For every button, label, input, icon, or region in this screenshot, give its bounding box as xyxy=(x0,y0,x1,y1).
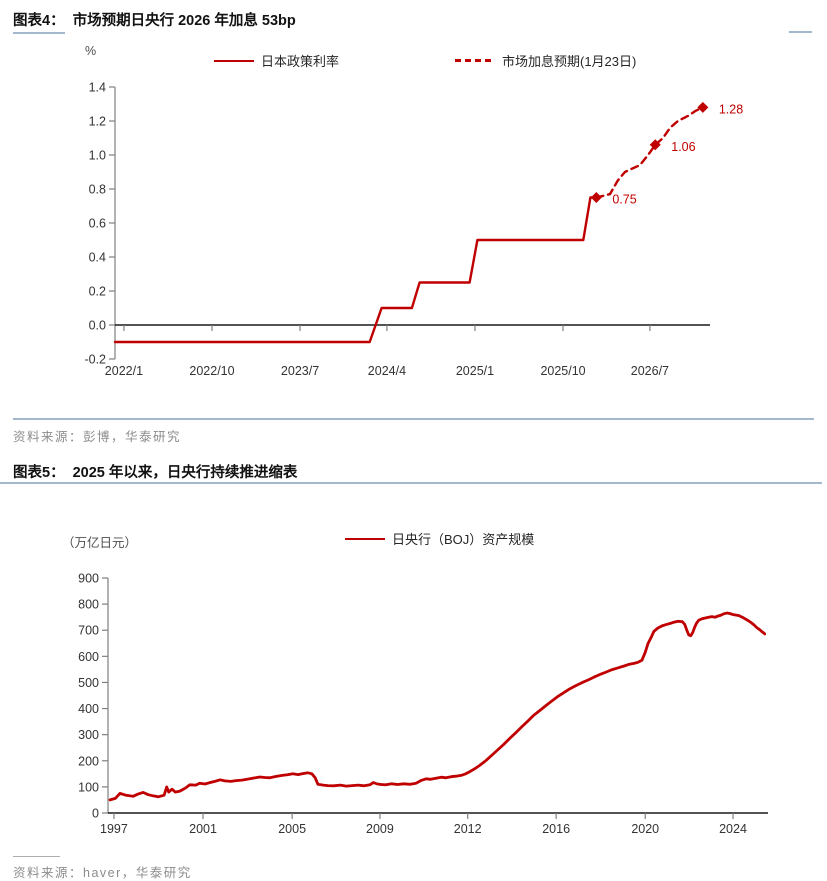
chart2-unit-label: （万亿日元） xyxy=(62,536,138,550)
svg-text:2022/1: 2022/1 xyxy=(105,364,143,378)
svg-text:0: 0 xyxy=(92,807,99,821)
chart2-x-tick-labels: 1997 2001 2005 2009 2012 2016 2020 2024 xyxy=(100,822,747,836)
svg-text:100: 100 xyxy=(78,780,99,794)
figure5-label: 图表5： xyxy=(13,465,65,481)
svg-text:2026/7: 2026/7 xyxy=(631,364,669,378)
figure4-header: 图表4： 市场预期日央行 2026 年加息 53bp xyxy=(13,9,296,34)
svg-text:2009: 2009 xyxy=(366,822,394,836)
source-rule xyxy=(13,856,60,857)
svg-text:1.4: 1.4 xyxy=(89,81,106,95)
svg-text:300: 300 xyxy=(78,728,99,742)
chart1-unit-label: % xyxy=(85,44,97,58)
chart2-axes xyxy=(102,577,768,819)
svg-text:1.0: 1.0 xyxy=(89,149,106,163)
chart2-y-tick-labels: 900 800 700 600 500 400 300 200 100 0 xyxy=(78,572,99,821)
svg-text:2005: 2005 xyxy=(278,822,306,836)
chart2-series-line-0 xyxy=(108,611,767,802)
chart1-axes xyxy=(109,86,710,360)
data-label: 0.75 xyxy=(612,193,636,207)
svg-text:-0.2: -0.2 xyxy=(84,353,106,367)
chart1-legend-label-policy-rate: 日本政策利率 xyxy=(261,54,340,69)
chart1-series-line-0 xyxy=(113,196,598,344)
dashed-line-legend-icon xyxy=(455,59,495,62)
svg-text:200: 200 xyxy=(78,754,99,768)
data-label: 1.06 xyxy=(671,140,695,154)
chart2-legend-item-boj-assets: 日央行（BOJ）资产规模 xyxy=(345,529,534,548)
svg-text:2001: 2001 xyxy=(189,822,217,836)
svg-text:2023/7: 2023/7 xyxy=(281,364,319,378)
svg-text:2016: 2016 xyxy=(542,822,570,836)
decorative-line-fragment xyxy=(789,31,812,33)
svg-text:2025/10: 2025/10 xyxy=(540,364,585,378)
chart2-legend-label-boj-assets: 日央行（BOJ）资产规模 xyxy=(392,532,535,547)
figure4-label: 图表4： xyxy=(13,9,65,34)
svg-text:600: 600 xyxy=(78,650,99,664)
svg-text:400: 400 xyxy=(78,702,99,716)
svg-text:2025/1: 2025/1 xyxy=(456,364,494,378)
svg-text:1.2: 1.2 xyxy=(89,115,106,129)
svg-text:800: 800 xyxy=(78,598,99,612)
svg-text:700: 700 xyxy=(78,624,99,638)
svg-text:900: 900 xyxy=(78,572,99,586)
title-underline xyxy=(0,482,822,484)
svg-text:2012: 2012 xyxy=(454,822,482,836)
figure4-source: 资料来源：彭博，华泰研究 xyxy=(13,430,182,444)
svg-text:2022/10: 2022/10 xyxy=(189,364,234,378)
chart1-legend-label-market-expectation: 市场加息预期(1月23日) xyxy=(502,54,637,69)
diamond-marker xyxy=(697,101,709,113)
chart1-y-tick-labels: 1.4 1.2 1.0 0.8 0.6 0.4 0.2 0.0 -0.2 xyxy=(84,81,106,367)
svg-text:0.8: 0.8 xyxy=(89,183,106,197)
svg-text:2024: 2024 xyxy=(719,822,747,836)
svg-text:2024/4: 2024/4 xyxy=(368,364,406,378)
figure5-title: 2025 年以来，日央行持续推进缩表 xyxy=(72,465,298,481)
svg-text:0.0: 0.0 xyxy=(89,319,106,333)
svg-text:1997: 1997 xyxy=(100,822,128,836)
divider-line xyxy=(13,418,814,420)
svg-text:0.2: 0.2 xyxy=(89,285,106,299)
figure5-header: 图表5： 2025 年以来，日央行持续推进缩表 xyxy=(13,461,297,484)
chart1-legend-item-market-expectation: 市场加息预期(1月23日) xyxy=(455,51,636,70)
data-label: 1.28 xyxy=(719,102,743,116)
diamond-marker xyxy=(649,139,661,151)
chart1-series-line-1 xyxy=(595,106,705,199)
figure5-source: 资料来源：haver，华泰研究 xyxy=(13,866,192,880)
chart1-x-tick-labels: 2022/1 2022/10 2023/7 2024/4 2025/1 2025/10 20… xyxy=(105,364,669,378)
svg-text:0.4: 0.4 xyxy=(89,251,106,265)
solid-line-legend-icon xyxy=(214,59,254,62)
figure4-title: 市场预期日央行 2026 年加息 53bp xyxy=(72,13,296,29)
svg-text:2020: 2020 xyxy=(631,822,659,836)
chart1-legend-item-policy-rate: 日本政策利率 xyxy=(214,51,339,70)
svg-text:0.6: 0.6 xyxy=(89,217,106,231)
solid-line-legend-icon xyxy=(345,537,385,540)
svg-text:500: 500 xyxy=(78,676,99,690)
diamond-marker xyxy=(590,192,602,203)
